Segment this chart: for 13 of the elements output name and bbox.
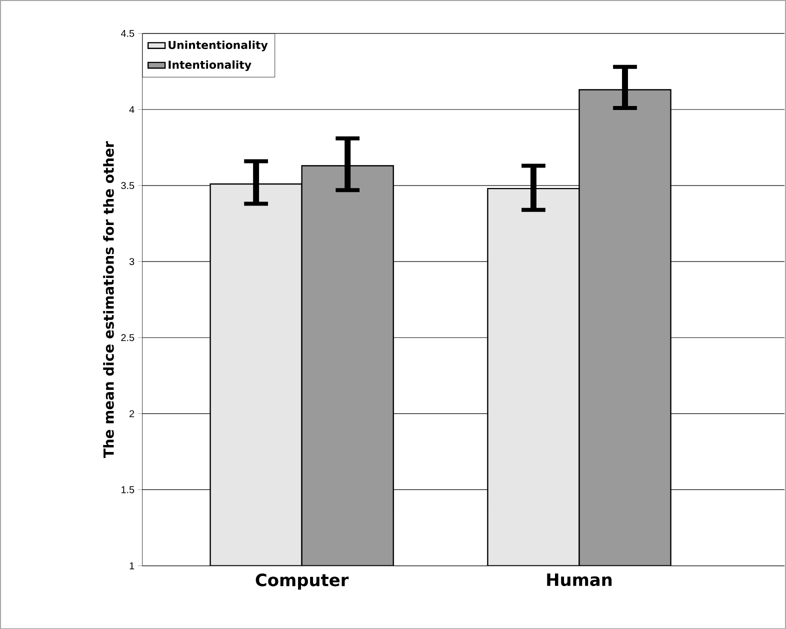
y-tick-label: 2.5 (121, 334, 134, 342)
y-tick-label: 1 (130, 562, 134, 570)
y-tick-label: 4.5 (120, 30, 134, 37)
y-tick-label: 1.5 (121, 486, 134, 494)
x-tick-label: Human (547, 573, 612, 586)
legend-label: Intentionality (168, 60, 252, 71)
legend-label: Unintentionality (168, 40, 268, 52)
y-tick-label: 2 (130, 410, 134, 418)
x-tick-label: Computer (256, 573, 349, 590)
y-tick-label: 3 (129, 258, 134, 266)
y-tick-label: 3.5 (121, 182, 134, 189)
y-tick-label: 4 (129, 106, 134, 113)
y-axis-title: The mean dice estimations for the other (103, 141, 114, 458)
